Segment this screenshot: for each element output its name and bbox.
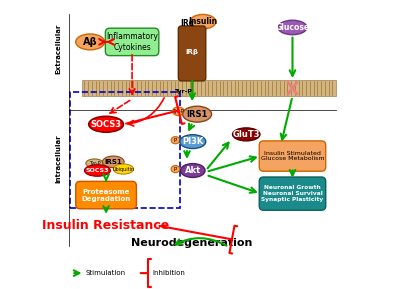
Text: SOCS3: SOCS3 [86, 168, 109, 173]
Text: Aβ: Aβ [83, 37, 98, 47]
Text: Tyr-P: Tyr-P [172, 109, 184, 114]
Ellipse shape [102, 156, 124, 168]
FancyBboxPatch shape [178, 26, 206, 81]
Text: Akt: Akt [185, 166, 201, 175]
Text: Neuronal Growth
Neuronal Survival
Synaptic Plasticity: Neuronal Growth Neuronal Survival Synapt… [261, 185, 324, 202]
Ellipse shape [278, 20, 307, 35]
Ellipse shape [190, 14, 216, 29]
Text: Proteasome
Degradation: Proteasome Degradation [82, 189, 131, 201]
FancyBboxPatch shape [259, 141, 326, 171]
Ellipse shape [172, 107, 184, 116]
Ellipse shape [232, 128, 260, 141]
Text: Insulin: Insulin [188, 17, 218, 26]
Text: Tyr-P: Tyr-P [174, 88, 192, 94]
Text: P: P [174, 138, 177, 143]
Ellipse shape [171, 165, 180, 173]
Text: Insulin Resistance: Insulin Resistance [42, 219, 170, 232]
Ellipse shape [180, 135, 206, 149]
Ellipse shape [86, 159, 103, 168]
Ellipse shape [180, 164, 205, 177]
Text: Neurodegeneration: Neurodegeneration [131, 238, 252, 248]
Text: IRS1: IRS1 [186, 110, 208, 119]
FancyBboxPatch shape [105, 28, 159, 55]
Ellipse shape [171, 136, 180, 144]
Ellipse shape [183, 106, 212, 122]
Ellipse shape [113, 164, 134, 174]
Text: Inflammatory
Cytokines: Inflammatory Cytokines [106, 32, 158, 52]
Text: Stimulation: Stimulation [86, 270, 126, 276]
FancyBboxPatch shape [259, 177, 326, 210]
Text: Insulin Stimulated
Glucose Metabolism: Insulin Stimulated Glucose Metabolism [261, 151, 324, 162]
Ellipse shape [76, 34, 105, 50]
Text: SOCS3: SOCS3 [90, 120, 122, 129]
Text: Extracellular: Extracellular [55, 24, 61, 74]
Text: P: P [174, 166, 177, 172]
Ellipse shape [84, 165, 110, 176]
Text: Intracellular: Intracellular [55, 135, 61, 183]
Ellipse shape [89, 116, 124, 132]
Text: Ubiquitin: Ubiquitin [112, 166, 134, 172]
Text: Inhibition: Inhibition [152, 270, 185, 276]
FancyBboxPatch shape [82, 80, 336, 96]
Text: Glucose: Glucose [276, 23, 310, 32]
Text: PI3K: PI3K [182, 137, 204, 146]
Text: GluT3: GluT3 [232, 130, 260, 139]
Text: IRα: IRα [180, 18, 194, 28]
Text: Tyr-P: Tyr-P [89, 161, 100, 166]
FancyBboxPatch shape [76, 181, 136, 209]
Text: IRS1: IRS1 [104, 159, 122, 165]
Text: IRβ: IRβ [186, 49, 199, 55]
